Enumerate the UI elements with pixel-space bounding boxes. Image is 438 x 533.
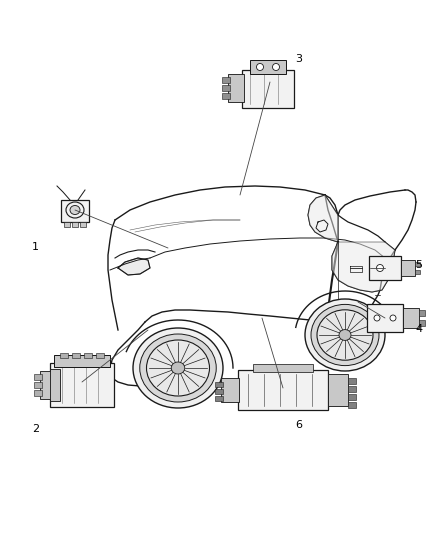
Bar [415,262,420,266]
Ellipse shape [317,310,373,360]
Ellipse shape [66,202,84,218]
Bar [215,382,223,387]
Bar [222,85,230,91]
Bar [61,200,89,222]
Bar [50,369,60,401]
Bar [72,222,78,227]
Polygon shape [332,242,395,292]
Bar [238,370,328,410]
Bar [84,353,92,358]
Bar [228,74,244,102]
Bar [253,364,313,372]
Bar [215,389,223,394]
Bar [222,77,230,83]
Ellipse shape [305,299,385,371]
Ellipse shape [146,340,209,396]
Bar [348,378,356,384]
Ellipse shape [374,315,380,321]
Bar [50,363,114,407]
Ellipse shape [171,362,185,374]
Bar [369,256,401,280]
Ellipse shape [390,315,396,321]
Text: 2: 2 [32,424,39,434]
Bar [34,390,42,396]
Bar [54,355,110,367]
Text: 5: 5 [415,260,422,270]
Bar [348,386,356,392]
Bar [415,270,420,274]
Bar [222,93,230,99]
Bar [419,320,425,326]
Ellipse shape [70,206,80,214]
Ellipse shape [311,304,379,366]
Ellipse shape [257,63,264,70]
Text: 1: 1 [32,242,39,252]
Ellipse shape [140,334,216,402]
Bar [215,396,223,401]
Text: 6: 6 [295,420,302,430]
Bar [96,353,104,358]
Bar [242,70,294,108]
Bar [419,310,425,316]
Bar [328,374,348,406]
Bar [40,371,54,399]
Bar [401,260,415,276]
Polygon shape [308,195,338,242]
Ellipse shape [133,328,223,408]
Bar [80,222,86,227]
Ellipse shape [272,63,279,70]
Text: 4: 4 [415,324,422,334]
Ellipse shape [339,329,351,341]
Bar [348,402,356,408]
Ellipse shape [377,264,384,271]
Bar [34,374,42,380]
Bar [64,222,70,227]
Bar [72,353,80,358]
Bar [403,308,419,328]
Bar [221,378,239,402]
Bar [348,394,356,400]
Bar [367,304,403,332]
Text: 3: 3 [295,54,302,64]
Bar [34,382,42,388]
Bar [250,60,286,74]
Polygon shape [118,258,150,275]
Bar [60,353,68,358]
